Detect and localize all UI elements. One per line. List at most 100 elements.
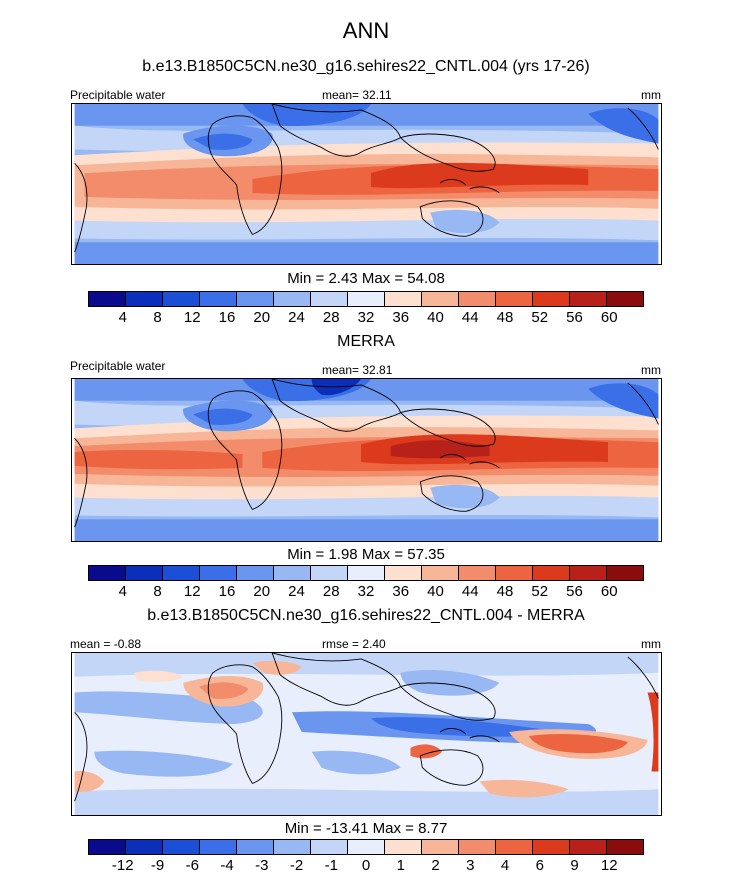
panel-2-min: Min = 1.98	[287, 546, 358, 563]
colorbar-tick-label: 9	[570, 857, 579, 874]
panel-1-colorbar	[88, 291, 644, 307]
panel-3-units-label: mm	[641, 637, 661, 651]
colorbar-tick-label: 16	[218, 583, 236, 600]
colorbar-tick-label: -2	[289, 857, 304, 874]
colorbar-tick-label: 48	[496, 583, 514, 600]
colorbar-tick-label: 24	[288, 583, 305, 600]
panel-3-map	[71, 652, 662, 816]
panel-2-title: MERRA	[337, 333, 395, 350]
colorbar-swatch	[385, 292, 422, 306]
colorbar-tick-label: 0	[361, 857, 371, 874]
panel-2-mean-label: mean= 32.81	[322, 363, 393, 377]
colorbar-tick-label: 3	[466, 857, 475, 874]
colorbar-tick-label: 56	[566, 583, 583, 600]
colorbar-swatch	[607, 292, 643, 306]
colorbar-tick-label: 1	[396, 857, 405, 874]
panel-2-variable-label: Precipitable water	[70, 359, 166, 373]
panel-2-minmax: Min = 1.98 Max = 57.35	[0, 546, 732, 563]
colorbar-swatch	[274, 292, 311, 306]
colorbar-tick-label: 56	[566, 309, 583, 326]
panel-2-colorbar	[88, 565, 644, 581]
colorbar-swatch	[348, 840, 385, 854]
panel-3-min: Min = -13.41	[284, 820, 369, 837]
panel-1-map	[71, 103, 662, 265]
panel-1-variable-label: Precipitable water	[70, 88, 166, 102]
colorbar-tick-label: 32	[357, 583, 375, 600]
panel-3-colorbar-ticks: -12 -9 -6 -4 -3 -2 -1 0 1 2 3 4 6 9 12	[88, 857, 644, 875]
colorbar-tick-label: 36	[392, 583, 410, 600]
colorbar-tick-label: -9	[150, 857, 165, 874]
colorbar-swatch	[237, 566, 274, 580]
colorbar-swatch	[163, 840, 200, 854]
colorbar-swatch	[422, 566, 459, 580]
panel-2-max: Max = 57.35	[361, 546, 445, 563]
panel-1-title: b.e13.B1850C5CN.ne30_g16.sehires22_CNTL.…	[142, 58, 590, 75]
colorbar-swatch	[607, 566, 643, 580]
colorbar-tick-label: 48	[496, 309, 514, 326]
colorbar-swatch	[496, 840, 533, 854]
colorbar-tick-label: 12	[183, 583, 201, 600]
colorbar-swatch	[311, 292, 348, 306]
colorbar-tick-label: 8	[153, 583, 162, 600]
colorbar-tick-label: 40	[427, 309, 444, 326]
colorbar-swatch	[459, 292, 496, 306]
colorbar-tick-label: -6	[185, 857, 199, 874]
colorbar-swatch	[89, 566, 126, 580]
colorbar-tick-label: 6	[535, 857, 544, 874]
colorbar-swatch	[274, 840, 311, 854]
panel-2-units-label: mm	[641, 363, 661, 377]
colorbar-tick-label: 32	[357, 309, 375, 326]
colorbar-tick-label: -1	[324, 857, 338, 874]
colorbar-tick-label: -4	[220, 857, 234, 874]
colorbar-tick-label: 20	[253, 309, 271, 326]
colorbar-swatch	[126, 566, 163, 580]
colorbar-swatch	[163, 566, 200, 580]
colorbar-swatch	[89, 840, 126, 854]
colorbar-tick-label: 4	[500, 857, 510, 874]
colorbar-tick-label: 52	[531, 309, 549, 326]
colorbar-swatch	[237, 840, 274, 854]
colorbar-swatch	[533, 292, 570, 306]
colorbar-tick-label: 52	[531, 583, 549, 600]
panel-1-minmax: Min = 2.43 Max = 54.08	[0, 270, 732, 287]
colorbar-tick-label: 28	[322, 583, 340, 600]
colorbar-tick-label: -3	[255, 857, 269, 874]
colorbar-swatch	[570, 566, 607, 580]
colorbar-swatch	[496, 566, 533, 580]
colorbar-swatch	[200, 840, 237, 854]
panel-3-title: b.e13.B1850C5CN.ne30_g16.sehires22_CNTL.…	[147, 607, 585, 624]
colorbar-tick-label: 8	[153, 309, 162, 326]
panel-3-rmse-label: rmse = 2.40	[322, 637, 386, 651]
colorbar-swatch	[311, 840, 348, 854]
colorbar-tick-label: 12	[183, 309, 201, 326]
colorbar-swatch	[422, 840, 459, 854]
colorbar-tick-label: 20	[253, 583, 271, 600]
panel-2-map	[71, 378, 662, 542]
colorbar-tick-label: 24	[288, 309, 305, 326]
colorbar-swatch	[89, 292, 126, 306]
panel-1-min: Min = 2.43	[287, 270, 358, 287]
colorbar-swatch	[459, 566, 496, 580]
panel-1-colorbar-ticks: 4 8 12 16 20 24 28 32 36 40 44 48 52 56 60	[88, 309, 644, 327]
panel-1-max: Max = 54.08	[361, 270, 445, 287]
colorbar-swatch	[422, 292, 459, 306]
colorbar-tick-label: 2	[431, 857, 440, 874]
colorbar-swatch	[126, 840, 163, 854]
colorbar-swatch	[496, 292, 533, 306]
panel-1-mean-label: mean= 32.11	[322, 88, 392, 102]
colorbar-swatch	[385, 840, 422, 854]
panel-3-mean-label: mean = -0.88	[70, 637, 142, 651]
panel-2-colorbar-ticks: 4 8 12 16 20 24 28 32 36 40 44 48 52 56 60	[88, 583, 644, 601]
colorbar-tick-label: 4	[118, 583, 127, 600]
colorbar-swatch	[533, 566, 570, 580]
colorbar-swatch	[163, 292, 200, 306]
colorbar-swatch	[274, 566, 311, 580]
colorbar-swatch	[311, 566, 348, 580]
colorbar-tick-label: 16	[218, 309, 236, 326]
colorbar-tick-label: 60	[600, 583, 618, 600]
panel-3-max: Max = 8.77	[372, 820, 448, 837]
colorbar-swatch	[126, 292, 163, 306]
figure-title: ANN	[342, 18, 390, 43]
panel-1-units-label: mm	[641, 88, 661, 102]
colorbar-tick-label: 40	[427, 583, 444, 600]
